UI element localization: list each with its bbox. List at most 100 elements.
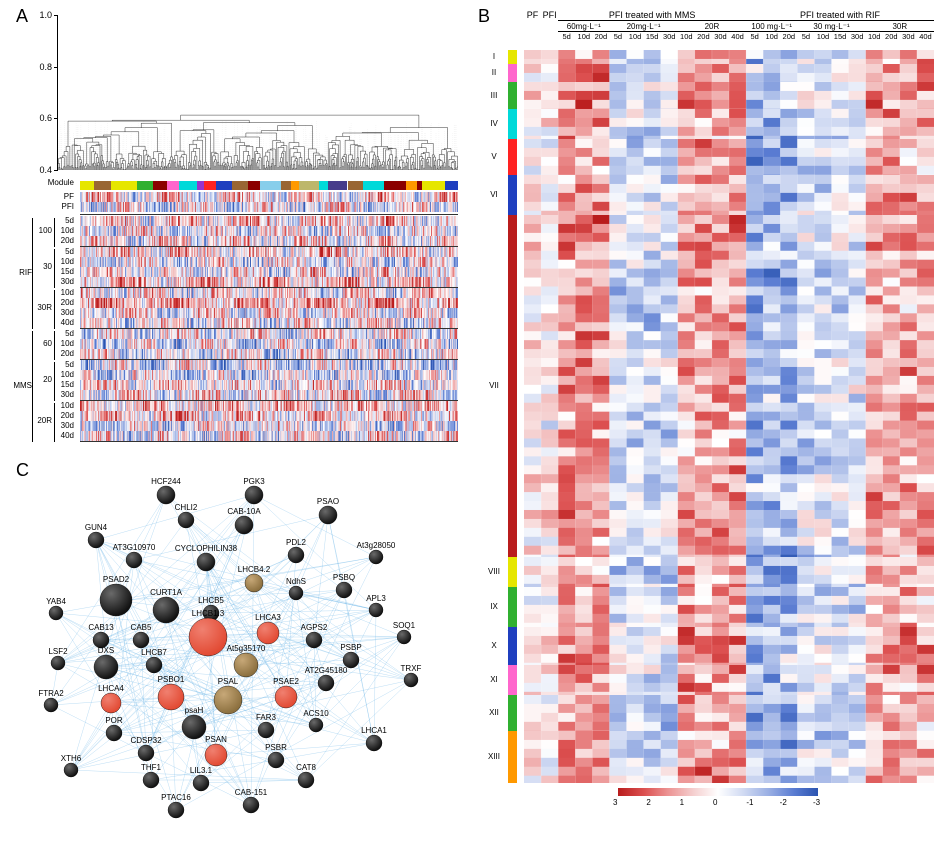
network-node-label: CDSP32 xyxy=(130,736,162,745)
colorbar-tick: 2 xyxy=(646,798,650,807)
row-label: 5d xyxy=(65,247,74,256)
row-label: 20R xyxy=(37,416,52,425)
network-node-label: ACS10 xyxy=(303,709,329,718)
network-node xyxy=(268,752,284,768)
header-label: 30d xyxy=(712,32,729,41)
network-node xyxy=(306,632,322,648)
network-node xyxy=(133,632,149,648)
header-label: 5d xyxy=(558,32,575,41)
module-segment xyxy=(197,181,204,190)
module-segment xyxy=(384,181,406,190)
header-label: 20d xyxy=(883,32,900,41)
row-label: 10d xyxy=(61,370,74,379)
module-segment xyxy=(260,181,281,190)
dendro-ytick: 0.4 xyxy=(39,165,52,175)
network-node-label: LHCA3 xyxy=(255,613,281,622)
network-node-label: AGPS2 xyxy=(301,623,328,632)
network-node xyxy=(397,630,411,644)
module-segment xyxy=(406,181,417,190)
header-label: 60mg·L⁻¹ xyxy=(558,22,609,31)
header-label: 40d xyxy=(729,32,746,41)
cluster-segment xyxy=(508,665,517,695)
module-segment xyxy=(422,181,436,190)
network-node xyxy=(168,802,184,818)
network-node xyxy=(289,586,303,600)
cluster-label: XII xyxy=(484,708,504,717)
row-label: 30d xyxy=(61,390,74,399)
cluster-segment xyxy=(508,215,517,557)
row-label: 20d xyxy=(61,411,74,420)
network-node xyxy=(49,606,63,620)
colorbar-tick: -3 xyxy=(813,798,820,807)
network-node-label: PSAE2 xyxy=(273,677,299,686)
header-label: 20d xyxy=(780,32,797,41)
cluster-segment xyxy=(508,50,517,64)
network-node xyxy=(157,486,175,504)
network-node xyxy=(44,698,58,712)
network-node-label: LHCB4.2 xyxy=(238,565,271,574)
header-label: 5d xyxy=(746,32,763,41)
network-node xyxy=(318,675,334,691)
cluster-label: III xyxy=(484,91,504,100)
module-segment xyxy=(319,181,329,190)
network-node-label: CAB5 xyxy=(131,623,152,632)
row-label: 10d xyxy=(61,226,74,235)
network-node xyxy=(126,552,142,568)
cluster-label: I xyxy=(484,52,504,61)
network-node xyxy=(243,797,259,813)
header-label: 30R xyxy=(866,22,934,31)
header-label: 10d xyxy=(678,32,695,41)
row-label: PFI xyxy=(62,202,74,211)
network-node-label: APL3 xyxy=(366,594,386,603)
module-segment xyxy=(153,181,167,190)
network-node-label: CAB-10A xyxy=(227,507,261,516)
network-node-label: LHCB1.3 xyxy=(192,609,225,618)
header-label: 100 mg·L⁻¹ xyxy=(746,22,797,31)
cluster-segment xyxy=(508,587,517,627)
network-node-label: XTH6 xyxy=(61,754,82,763)
row-label: 10d xyxy=(61,257,74,266)
cluster-label: VIII xyxy=(484,567,504,576)
network-node-label: CYCLOPHILIN38 xyxy=(175,544,238,553)
network-node xyxy=(143,772,159,788)
network-node-label: At3g28050 xyxy=(357,541,396,550)
network-node xyxy=(319,506,337,524)
module-segment xyxy=(216,181,232,190)
colorbar-tick: -1 xyxy=(746,798,753,807)
network-node xyxy=(138,745,154,761)
dendrogram-yaxis: 1.00.80.60.4 xyxy=(26,15,58,170)
network-node-label: POR xyxy=(105,716,123,725)
cluster-segment xyxy=(508,64,517,82)
network-node-label: LSF2 xyxy=(48,647,68,656)
cluster-segment xyxy=(508,139,517,175)
row-label: 20 xyxy=(43,375,52,384)
header-label: 10d xyxy=(814,32,831,41)
network-node xyxy=(336,582,352,598)
colorbar-tick: -2 xyxy=(780,798,787,807)
network-node xyxy=(235,516,253,534)
row-label: 100 xyxy=(39,226,52,235)
module-color-bar xyxy=(80,181,458,190)
network-node-label: LHCB7 xyxy=(141,648,167,657)
network-node-label: HCF244 xyxy=(151,477,181,486)
row-label: 20d xyxy=(61,236,74,245)
network-node xyxy=(189,618,227,656)
network-node-label: CAB-151 xyxy=(235,788,268,797)
colorbar-tick: 1 xyxy=(680,798,684,807)
row-label: RIF xyxy=(19,268,32,277)
network-node-label: PSBQ xyxy=(333,573,355,582)
network-node-label: CAB13 xyxy=(88,623,114,632)
network-node-label: LIL3.1 xyxy=(190,766,213,775)
network-node xyxy=(298,772,314,788)
network-node xyxy=(369,603,383,617)
network-node xyxy=(205,744,227,766)
module-segment xyxy=(179,181,197,190)
header-label: 30 mg·L⁻¹ xyxy=(797,22,865,31)
header-label: 20mg·L⁻¹ xyxy=(609,22,677,31)
cluster-segment xyxy=(508,109,517,139)
network-node-label: NdhS xyxy=(286,577,306,586)
module-segment xyxy=(204,181,216,190)
header-label: PFI treated with MMS xyxy=(558,10,746,20)
row-label: 30d xyxy=(61,421,74,430)
row-label: 60 xyxy=(43,339,52,348)
